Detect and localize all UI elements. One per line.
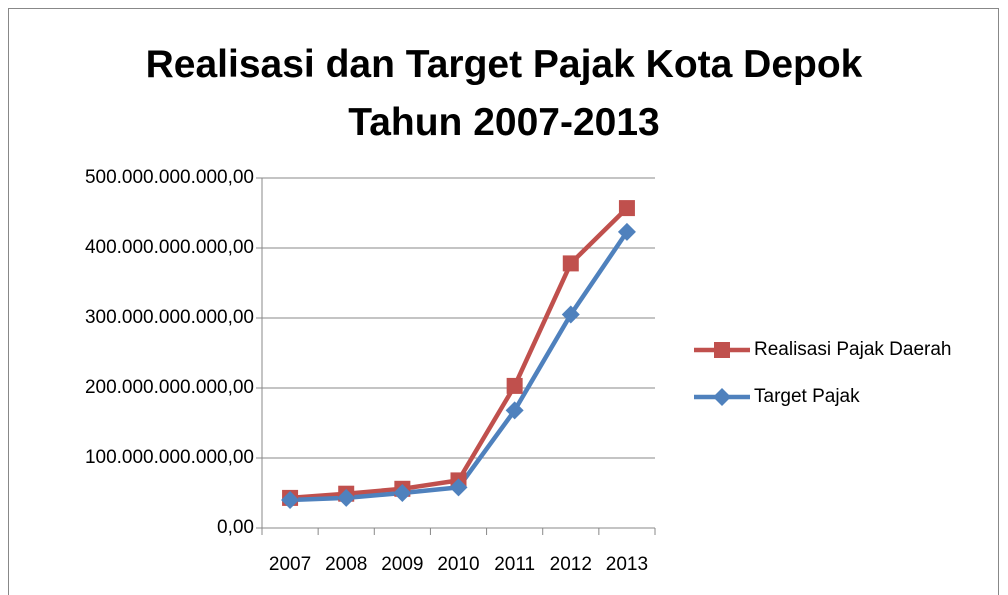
x-tick-label: 2010 bbox=[437, 554, 479, 575]
y-tick-label: 100.000.000.000,00 bbox=[85, 447, 254, 468]
x-tick-label: 2012 bbox=[550, 554, 592, 575]
legend-label: Realisasi Pajak Daerah bbox=[754, 339, 952, 360]
data-point bbox=[561, 305, 580, 324]
legend-marker bbox=[713, 388, 731, 406]
x-tick-label: 2011 bbox=[494, 554, 535, 575]
y-tick-label: 200.000.000.000,00 bbox=[85, 377, 254, 398]
y-tick-label: 500.000.000.000,00 bbox=[85, 167, 254, 188]
x-tick-label: 2008 bbox=[325, 554, 367, 575]
series-line bbox=[289, 230, 629, 503]
y-tick-label: 400.000.000.000,00 bbox=[85, 237, 254, 258]
data-point bbox=[562, 255, 579, 272]
chart-title: Realisasi dan Target Pajak Kota Depok Ta… bbox=[145, 43, 863, 144]
data-point bbox=[506, 377, 523, 394]
legend-label: Target Pajak bbox=[754, 386, 860, 407]
x-tick-label: 2013 bbox=[606, 554, 648, 575]
data-point bbox=[505, 401, 524, 420]
data-point bbox=[393, 484, 412, 502]
y-tick-label: 300.000.000.000,00 bbox=[85, 307, 254, 328]
y-tick-label: 0,00 bbox=[217, 517, 254, 538]
legend-marker bbox=[714, 342, 730, 358]
data-point bbox=[337, 488, 356, 507]
x-tick-label: 2009 bbox=[381, 554, 423, 575]
data-point bbox=[617, 222, 636, 241]
series-line bbox=[289, 206, 629, 501]
data-point bbox=[281, 491, 300, 509]
data-point bbox=[449, 478, 468, 497]
data-point bbox=[618, 200, 635, 217]
x-tick-label: 2007 bbox=[269, 554, 311, 575]
chart-border bbox=[8, 8, 999, 595]
